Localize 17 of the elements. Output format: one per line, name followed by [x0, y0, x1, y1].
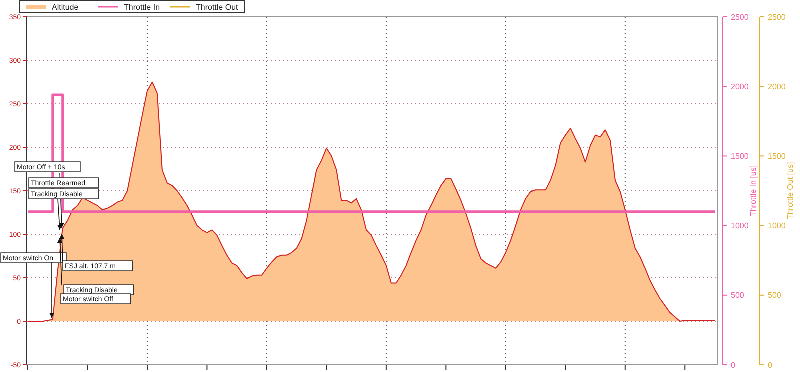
- y2-tick-label: 2000: [731, 82, 750, 92]
- legend-label: Altitude: [52, 2, 80, 12]
- y2-tick-label: 500: [731, 291, 745, 300]
- y3-tick-label: 2500: [768, 12, 786, 22]
- y3-tick-label: 1000: [768, 222, 786, 231]
- y2-tick-label: 1500: [731, 152, 750, 161]
- y2-axis-title: Throttle In [us]: [749, 165, 758, 217]
- y3-tick-label: 500: [768, 291, 782, 300]
- y3-tick-label: 2000: [768, 82, 786, 92]
- legend-label: Throttle In: [124, 2, 160, 12]
- y3-tick-label: 0: [768, 360, 773, 370]
- y3-tick-label: 1500: [768, 152, 786, 161]
- legend-label: Throttle Out: [196, 2, 240, 12]
- y2-tick-label: 2500: [731, 12, 750, 22]
- y2-tick-label: 0: [731, 360, 736, 370]
- y2-tick-label: 1000: [731, 222, 750, 231]
- y3-axis-title: Throttle Out [us]: [786, 162, 795, 220]
